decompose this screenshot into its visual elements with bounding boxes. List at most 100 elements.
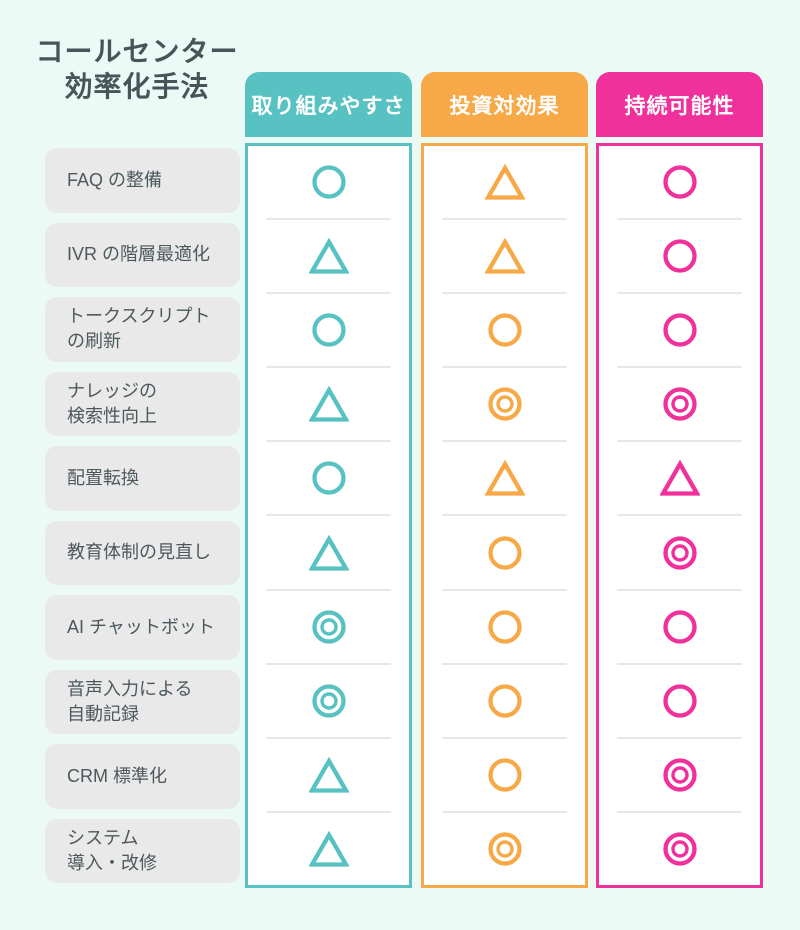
row-separator (442, 588, 567, 591)
double-circle-symbol (309, 681, 349, 721)
row-separator (617, 810, 742, 813)
row-separator (266, 514, 391, 517)
column-header-roi: 投資対効果 (421, 72, 588, 137)
row-separator (266, 292, 391, 295)
row-separator (442, 366, 567, 369)
double-circle-symbol (309, 607, 349, 647)
row-separator (617, 662, 742, 665)
circle-symbol (660, 236, 700, 276)
rating-cell (599, 368, 760, 440)
column-header-sustainability: 持続可能性 (596, 72, 763, 137)
double-circle-symbol (485, 384, 525, 424)
row-separator (442, 662, 567, 665)
method-label: FAQ の整備 (45, 148, 240, 213)
circle-symbol (660, 681, 700, 721)
rating-cell (424, 516, 585, 588)
method-label-line: システム (67, 827, 139, 848)
row-separator (442, 440, 567, 443)
triangle-symbol (659, 458, 700, 498)
method-label-slot: IVR の階層最適化 (45, 218, 240, 293)
method-label-line: AI チャットボット (67, 616, 215, 637)
ratings-column-ease (245, 143, 412, 888)
double-circle-symbol (660, 755, 700, 795)
rating-cell (599, 813, 760, 885)
row-separator (266, 736, 391, 739)
method-label: システム 導入・改修 (45, 818, 240, 883)
rating-cell (248, 146, 409, 218)
method-label-slot: ナレッジの検索性向上 (45, 367, 240, 442)
ratings-column-sustainability (596, 143, 763, 888)
row-separator (617, 218, 742, 221)
triangle-symbol (484, 236, 525, 276)
rating-cell (599, 220, 760, 292)
row-separator (266, 810, 391, 813)
rating-cell (424, 220, 585, 292)
row-separator (266, 588, 391, 591)
circle-symbol (485, 755, 525, 795)
method-label: 音声入力による 自動記録 (45, 669, 240, 734)
method-label-line: トークスクリプト (67, 306, 211, 327)
row-separator (617, 514, 742, 517)
circle-symbol (485, 681, 525, 721)
method-label-line: 自動記録 (67, 703, 139, 724)
method-label-line: 導入・改修 (67, 852, 157, 873)
circle-symbol (660, 162, 700, 202)
method-label-line: ナレッジの (67, 380, 157, 401)
method-label-slot: トークスクリプト の刷新 (45, 292, 240, 367)
method-label-line: 教育体制の見直し (67, 542, 211, 563)
rating-cell (248, 516, 409, 588)
method-label: AI チャットボット (45, 595, 240, 660)
rating-cell (248, 591, 409, 663)
circle-symbol (485, 310, 525, 350)
circle-symbol (309, 458, 349, 498)
row-separator (266, 662, 391, 665)
row-separator (617, 292, 742, 295)
column-header-ease: 取り組みやすさ (245, 72, 412, 137)
rating-cell (599, 146, 760, 218)
triangle-symbol (308, 829, 349, 869)
method-label-slot: CRM 標準化 (45, 739, 240, 814)
method-label: CRM 標準化 (45, 744, 240, 809)
rating-cell (599, 591, 760, 663)
method-label-line: 検索性向上 (67, 405, 157, 426)
page-title: コールセンター 効率化手法 (28, 34, 246, 104)
rating-cell (424, 146, 585, 218)
method-label-slot: FAQ の整備 (45, 143, 240, 218)
method-label-slot: AI チャットボット (45, 590, 240, 665)
row-separator (442, 514, 567, 517)
rating-cell (424, 739, 585, 811)
row-separator (442, 218, 567, 221)
row-separator (442, 736, 567, 739)
circle-symbol (309, 162, 349, 202)
method-label-line: IVR の階層最適化 (67, 244, 211, 265)
row-separator (442, 810, 567, 813)
row-separator (617, 736, 742, 739)
row-separator (266, 366, 391, 369)
method-labels-column: FAQ の整備 IVR の階層最適化トークスクリプト の刷新ナレッジの検索性向上配置… (45, 143, 240, 888)
rating-cell (424, 368, 585, 440)
rating-cell (599, 665, 760, 737)
method-label-slot: 教育体制の見直し (45, 516, 240, 591)
circle-symbol (660, 310, 700, 350)
method-label-slot: 音声入力による 自動記録 (45, 665, 240, 740)
method-label-line: 音声入力による (67, 678, 193, 699)
ratings-column-roi (421, 143, 588, 888)
rating-cell (248, 442, 409, 514)
rating-cell (248, 739, 409, 811)
rating-cell (248, 294, 409, 366)
method-label-line: FAQ の整備 (67, 169, 163, 190)
double-circle-symbol (660, 533, 700, 573)
row-separator (266, 440, 391, 443)
triangle-symbol (308, 236, 349, 276)
circle-symbol (660, 607, 700, 647)
rating-cell (424, 442, 585, 514)
method-label-line: 配置転換 (67, 467, 139, 488)
row-separator (617, 366, 742, 369)
method-label: 配置転換 (45, 446, 240, 511)
method-label: トークスクリプト の刷新 (45, 297, 240, 362)
method-label: IVR の階層最適化 (45, 222, 240, 287)
rating-cell (599, 442, 760, 514)
rating-cell (424, 294, 585, 366)
triangle-symbol (308, 384, 349, 424)
